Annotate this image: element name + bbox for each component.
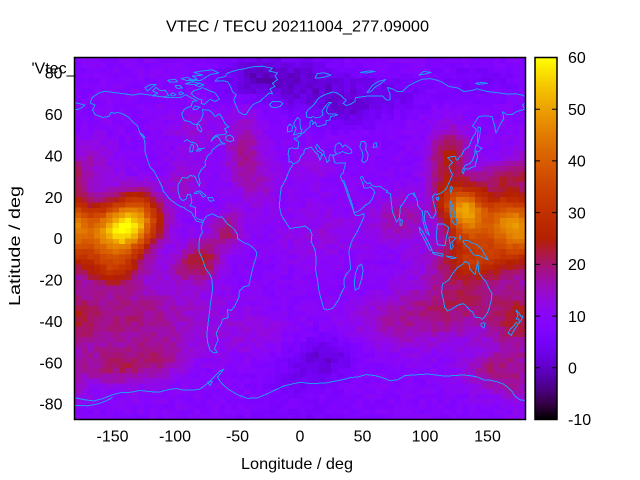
svg-text:-40: -40 [39, 314, 62, 331]
svg-text:80: 80 [45, 66, 63, 83]
svg-text:40: 40 [45, 148, 63, 165]
svg-text:Latitude / deg: Latitude / deg [7, 186, 24, 306]
svg-text:-150: -150 [96, 429, 128, 446]
svg-text:0: 0 [296, 429, 305, 446]
svg-text:0: 0 [54, 231, 63, 248]
svg-text:30: 30 [568, 205, 586, 222]
svg-text:-80: -80 [39, 397, 62, 414]
svg-text:40: 40 [568, 154, 586, 171]
svg-text:60: 60 [45, 107, 63, 124]
svg-text:-20: -20 [39, 273, 62, 290]
svg-text:20: 20 [568, 257, 586, 274]
svg-text:-10: -10 [568, 412, 591, 429]
svg-text:Longitude / deg: Longitude / deg [241, 456, 353, 473]
svg-text:-50: -50 [226, 429, 249, 446]
svg-text:150: 150 [474, 429, 501, 446]
svg-text:-60: -60 [39, 355, 62, 372]
svg-text:100: 100 [412, 429, 439, 446]
svg-text:50: 50 [354, 429, 372, 446]
svg-text:20: 20 [45, 190, 63, 207]
svg-text:'Vtec_: 'Vtec_ [32, 61, 77, 78]
svg-text:50: 50 [568, 102, 586, 119]
svg-text:-100: -100 [159, 429, 191, 446]
svg-text:VTEC / TECU 20211004_277.09000: VTEC / TECU 20211004_277.09000 [166, 19, 429, 36]
svg-text:0: 0 [568, 360, 577, 377]
svg-text:10: 10 [568, 309, 586, 326]
svg-text:60: 60 [568, 50, 586, 67]
